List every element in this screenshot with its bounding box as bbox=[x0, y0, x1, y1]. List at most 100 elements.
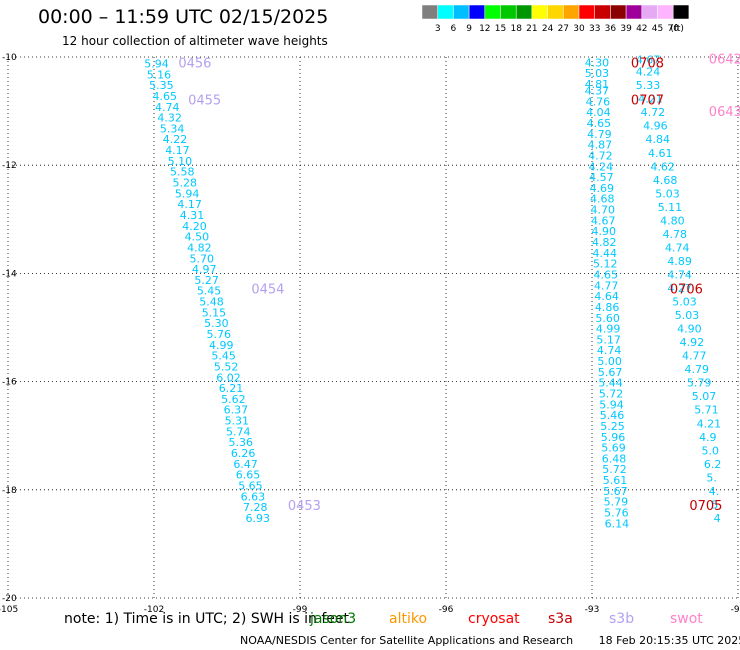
swh-value-s3a: 4.81 bbox=[585, 78, 610, 91]
swh-value-swot: 4.74 bbox=[667, 268, 692, 281]
swh-value-swot: 4.68 bbox=[653, 174, 678, 187]
swh-value-s3a: 5.67 bbox=[603, 485, 628, 498]
swh-value-s3a: 4.72 bbox=[588, 149, 613, 162]
swh-value-s3a: 5.12 bbox=[593, 258, 618, 271]
swh-value-s3a: 5.03 bbox=[585, 67, 610, 80]
pass-time-label: 0705 bbox=[689, 499, 722, 514]
swh-value-s3a: 4.68 bbox=[590, 193, 615, 206]
legend-satellite-cryosat: cryosat bbox=[468, 611, 520, 627]
y-tick-label: -16 bbox=[2, 378, 17, 388]
swh-value-s3a: 4.74 bbox=[597, 344, 622, 357]
swh-value-s3b: 5.52 bbox=[214, 360, 239, 373]
swh-value-s3b: 5.34 bbox=[160, 122, 185, 135]
colorbar-tick-label: 21 bbox=[526, 24, 537, 34]
pass-time-label: 0708 bbox=[631, 56, 664, 71]
swh-value-s3b: 4.31 bbox=[180, 209, 205, 222]
swh-value-swot: 4.79 bbox=[684, 363, 709, 376]
x-tick-label: -96 bbox=[439, 605, 454, 615]
swh-value-swot: 4.84 bbox=[646, 133, 671, 146]
colorbar-tick-label: 12 bbox=[479, 24, 490, 34]
swh-value-s3b: 5.45 bbox=[197, 285, 222, 298]
legend-satellite-s3b: s3b bbox=[609, 611, 635, 627]
legend-satellite-swot: swot bbox=[670, 611, 703, 627]
swh-value-swot: 5.33 bbox=[636, 79, 661, 92]
swh-value-s3b: 4.97 bbox=[192, 263, 217, 276]
swh-value-s3b: 6.26 bbox=[231, 447, 256, 460]
swh-value-swot: 4.61 bbox=[648, 147, 673, 160]
swh-value-s3b: 4.65 bbox=[153, 90, 178, 103]
swh-value-s3b: 6.93 bbox=[245, 512, 270, 525]
swh-value-s3a: 4.24 bbox=[589, 160, 614, 173]
colorbar-tick-label: 39 bbox=[620, 24, 632, 34]
swh-value-swot: 4.96 bbox=[643, 120, 668, 133]
swh-value-s3b: 5.16 bbox=[147, 68, 172, 81]
swh-value-s3a: 4.99 bbox=[596, 323, 621, 336]
swh-value-s3b: 6.47 bbox=[233, 458, 258, 471]
map-subtitle: 12 hour collection of altimeter wave hei… bbox=[62, 34, 328, 48]
colorbar-tick-label: 18 bbox=[510, 24, 522, 34]
swh-value-swot: 5.71 bbox=[694, 404, 719, 417]
swh-value-s3a: 5.61 bbox=[603, 474, 628, 487]
swh-value-swot: 4.62 bbox=[650, 160, 675, 173]
y-tick-label: -20 bbox=[2, 594, 17, 604]
swh-value-s3a: 6.48 bbox=[602, 452, 627, 465]
footer: NOAA/NESDIS Center for Satellite Applica… bbox=[240, 634, 740, 647]
pass-time-label: 0453 bbox=[288, 499, 321, 514]
swh-value-s3a: 4.30 bbox=[585, 56, 610, 69]
swh-value-s3a: 4.65 bbox=[587, 117, 612, 130]
swh-value-swot: 4.80 bbox=[660, 214, 685, 227]
swh-value-s3a: 5.69 bbox=[601, 442, 626, 455]
swh-value-s3b: 4.82 bbox=[187, 241, 212, 254]
swh-value-swot: 5.03 bbox=[675, 309, 700, 322]
swh-value-s3b: 4.74 bbox=[155, 101, 180, 114]
swh-value-s3b: 4.22 bbox=[163, 133, 188, 146]
swh-value-swot: 4.27 bbox=[667, 282, 692, 295]
swh-value-s3a: 4.79 bbox=[587, 128, 612, 141]
legend-note-row: note: 1) Time is in UTC; 2) SWH is in fe… bbox=[64, 611, 740, 631]
swh-value-s3a: 4.57 bbox=[589, 171, 614, 184]
swh-value-s3b: 5.48 bbox=[199, 296, 224, 309]
swh-value-s3a: 5.00 bbox=[597, 355, 622, 368]
swh-value-s3b: 4.17 bbox=[177, 198, 202, 211]
swh-value-s3a: 5.25 bbox=[600, 420, 625, 433]
swh-value-s3b: 5.27 bbox=[194, 274, 219, 287]
swh-value-s3b: 6.21 bbox=[219, 382, 244, 395]
colorbar-tick-label: 30 bbox=[573, 24, 585, 34]
swh-value-s3a: 4.44 bbox=[592, 247, 617, 260]
colorbar-tick-label: 24 bbox=[542, 24, 554, 34]
swh-value-s3a: 4.82 bbox=[592, 236, 617, 249]
legend-satellite-s3a: s3a bbox=[548, 611, 573, 627]
colorbar-tick-label: 3 bbox=[435, 24, 441, 34]
x-tick-label: -93 bbox=[585, 605, 600, 615]
swh-value-s3b: 6.65 bbox=[236, 469, 261, 482]
swh-value-s3b: 5.30 bbox=[204, 317, 229, 330]
swh-value-s3a: 4.37 bbox=[585, 85, 610, 98]
x-tick-label: -102 bbox=[144, 605, 164, 615]
map-title: 00:00 – 11:59 UTC 02/15/2025 bbox=[38, 6, 329, 28]
swh-value-s3a: 5.67 bbox=[598, 366, 623, 379]
swh-value-swot: 5 bbox=[711, 498, 718, 511]
swh-value-s3a: 5.79 bbox=[604, 496, 629, 509]
swh-value-s3a: 5.17 bbox=[596, 333, 621, 346]
pass-time-label: 0456 bbox=[178, 56, 211, 71]
footer-credit: NOAA/NESDIS Center for Satellite Applica… bbox=[240, 634, 574, 647]
swh-value-s3a: 4.86 bbox=[595, 301, 620, 314]
footer-timestamp: 18 Feb 20:15:35 UTC 2025 bbox=[598, 634, 740, 647]
swh-value-s3a: 4.70 bbox=[591, 204, 616, 217]
pass-time-label: 0706 bbox=[670, 283, 703, 298]
swh-value-s3b: 5.94 bbox=[175, 187, 200, 200]
swh-value-swot: 4.21 bbox=[697, 417, 722, 430]
swh-value-s3a: 4.90 bbox=[592, 225, 617, 238]
swh-value-s3a: 4.69 bbox=[590, 182, 615, 195]
swh-value-swot: 4.92 bbox=[680, 336, 705, 349]
colorbar-legend: 3 6 9 12 15 18 21 24 27 30 33 36 39 42 45 70(ft) bbox=[421, 4, 690, 34]
swh-value-s3a: 5.44 bbox=[598, 377, 623, 390]
swh-value-s3b: 5.35 bbox=[149, 79, 174, 92]
pass-time-label: 0642 bbox=[709, 53, 740, 68]
swh-value-s3b: 4.20 bbox=[182, 220, 207, 233]
swh-value-s3b: 6.63 bbox=[241, 490, 265, 503]
swh-value-s3a: 4.04 bbox=[586, 106, 611, 119]
swh-value-s3b: 4.50 bbox=[185, 231, 210, 244]
swh-value-swot: 5.0 bbox=[702, 444, 720, 457]
